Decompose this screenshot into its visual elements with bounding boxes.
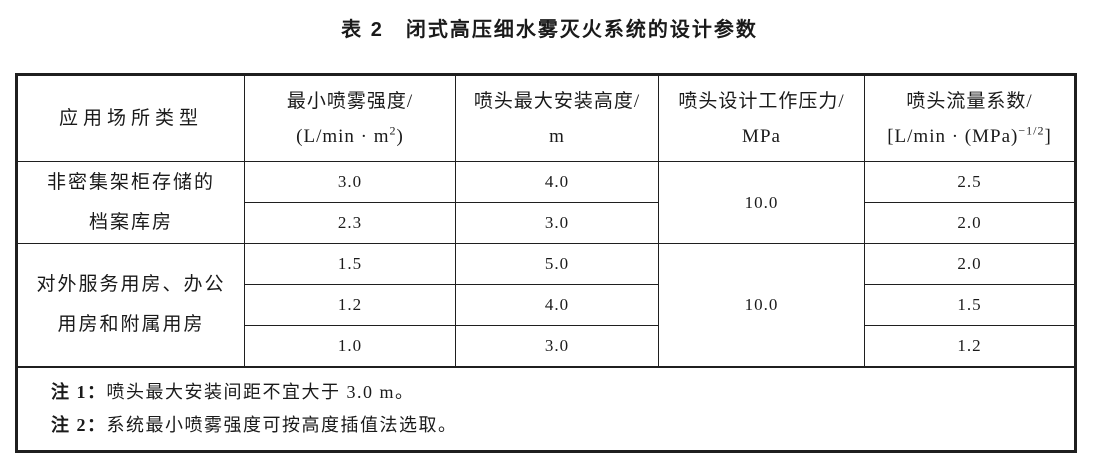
pressure-cell: 10.0 (658, 243, 865, 367)
table-title: 表 2 闭式高压细水雾灭火系统的设计参数 (341, 19, 758, 41)
height-cell: 3.0 (455, 202, 659, 244)
table-row: 1.0 3.0 1.2 (17, 325, 1076, 367)
flow-coefficient-cell: 2.0 (864, 202, 1076, 244)
note-text: 喷头最大安装间距不宜大于 3.0 m。 (106, 381, 415, 402)
col-header-min-spray-intensity: 最小喷雾强度/ (L/min · m2) (244, 74, 456, 162)
header-label: 最小喷雾强度/ (286, 90, 414, 112)
header-label: 喷头流量系数/ (906, 90, 1033, 112)
intensity-cell: 3.0 (244, 161, 456, 203)
header-label: 喷头设计工作压力/ (678, 90, 845, 112)
intensity-cell: 1.5 (244, 243, 456, 285)
header-label: 喷头最大安装高度/ (473, 90, 641, 112)
flow-coefficient-cell: 2.5 (864, 161, 1076, 203)
place-type-cell-office: 对外服务用房、办公 用房和附属用房 (16, 243, 245, 367)
header-unit: [L/min · (MPa)−1/2] (887, 123, 1052, 147)
table-row: 非密集架柜存储的 档案库房 3.0 4.0 10.0 2.5 (16, 161, 1076, 244)
intensity-cell: 1.2 (244, 284, 456, 326)
header-row: 应用场所类型 最小喷雾强度/ (L/min · m2) 喷头最大安装高度/ m … (16, 74, 1076, 162)
design-parameters-table: 应用场所类型 最小喷雾强度/ (L/min · m2) 喷头最大安装高度/ m … (15, 73, 1077, 453)
height-cell: 3.0 (455, 325, 659, 367)
col-header-design-working-pressure: 喷头设计工作压力/ MPa (658, 74, 865, 162)
note-line-2: 注 2：系统最小喷雾强度可按高度插值法选取。 (51, 409, 1074, 442)
note-label: 注 1： (51, 381, 107, 402)
pressure-cell: 10.0 (658, 161, 865, 244)
flow-coefficient-cell: 1.5 (864, 284, 1076, 326)
intensity-cell: 1.0 (244, 325, 456, 367)
notes-row: 注 1：喷头最大安装间距不宜大于 3.0 m。 注 2：系统最小喷雾强度可按高度… (16, 365, 1076, 452)
table-header: 应用场所类型 最小喷雾强度/ (L/min · m2) 喷头最大安装高度/ m … (16, 74, 1076, 162)
table-row: 对外服务用房、办公 用房和附属用房 1.5 5.0 10.0 2.0 (16, 243, 1076, 367)
notes-section: 注 1：喷头最大安装间距不宜大于 3.0 m。 注 2：系统最小喷雾强度可按高度… (16, 365, 1076, 452)
header-unit: (L/min · m2) (296, 123, 404, 147)
intensity-cell: 2.3 (244, 202, 456, 244)
note-line-1: 注 1：喷头最大安装间距不宜大于 3.0 m。 (51, 376, 1074, 409)
table-row: 2.3 3.0 2.0 (17, 202, 1076, 244)
table-row: 1.2 4.0 1.5 (17, 284, 1076, 326)
header-label: 应用场所类型 (58, 108, 203, 129)
header-unit: m (549, 125, 565, 147)
table-body: 非密集架柜存储的 档案库房 3.0 4.0 10.0 2.5 2.3 3.0 2… (16, 161, 1076, 452)
col-header-max-install-height: 喷头最大安装高度/ m (455, 74, 659, 162)
col-header-application-type: 应用场所类型 (16, 74, 245, 162)
col-header-flow-coefficient: 喷头流量系数/ [L/min · (MPa)−1/2] (864, 74, 1076, 162)
height-cell: 4.0 (455, 284, 659, 326)
note-label: 注 2： (51, 414, 107, 435)
flow-coefficient-cell: 2.0 (864, 243, 1076, 285)
height-cell: 5.0 (455, 243, 659, 285)
height-cell: 4.0 (455, 161, 659, 203)
header-unit: MPa (742, 125, 781, 147)
place-type-cell-archive: 非密集架柜存储的 档案库房 (16, 161, 245, 244)
note-text: 系统最小喷雾强度可按高度插值法选取。 (106, 414, 458, 435)
flow-coefficient-cell: 1.2 (864, 325, 1076, 367)
